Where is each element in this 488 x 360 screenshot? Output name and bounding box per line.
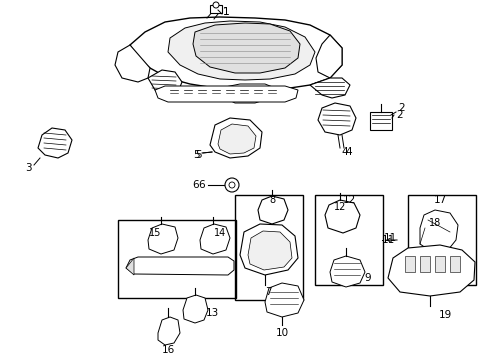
Polygon shape — [258, 196, 287, 224]
Polygon shape — [183, 295, 207, 323]
Polygon shape — [148, 224, 178, 254]
Text: 15: 15 — [148, 228, 161, 238]
Polygon shape — [419, 210, 457, 252]
Text: 2: 2 — [398, 103, 405, 113]
Text: 14: 14 — [213, 228, 225, 238]
Bar — [407, 195, 475, 285]
Text: 5: 5 — [193, 150, 200, 160]
Text: 11: 11 — [383, 233, 396, 243]
Text: 12: 12 — [333, 202, 346, 212]
Polygon shape — [315, 35, 341, 78]
Text: 9: 9 — [364, 273, 370, 283]
Text: 4: 4 — [345, 147, 351, 157]
Text: 3: 3 — [24, 163, 31, 173]
Text: 10: 10 — [275, 328, 288, 338]
Polygon shape — [247, 231, 291, 270]
Bar — [434, 256, 444, 272]
Bar — [209, 5, 222, 13]
Polygon shape — [155, 86, 297, 102]
Circle shape — [224, 178, 239, 192]
Polygon shape — [168, 21, 314, 80]
Text: 6: 6 — [192, 180, 199, 190]
Text: 18: 18 — [428, 218, 440, 228]
Polygon shape — [193, 23, 299, 73]
Polygon shape — [126, 258, 134, 275]
Text: 13: 13 — [205, 308, 218, 318]
Text: 1: 1 — [222, 7, 229, 17]
Polygon shape — [329, 256, 364, 287]
Bar — [314, 195, 382, 285]
Bar — [235, 195, 303, 300]
Polygon shape — [218, 124, 256, 154]
Bar — [118, 220, 236, 298]
Text: 12: 12 — [342, 195, 355, 205]
Text: 16: 16 — [161, 345, 174, 355]
Polygon shape — [126, 257, 234, 275]
Text: 4: 4 — [341, 147, 347, 157]
Bar — [369, 112, 391, 130]
Bar — [449, 256, 459, 272]
Circle shape — [213, 2, 219, 8]
Polygon shape — [115, 45, 150, 82]
Polygon shape — [38, 128, 72, 158]
Polygon shape — [387, 245, 474, 296]
Polygon shape — [317, 103, 355, 135]
Text: 11: 11 — [381, 235, 394, 245]
Polygon shape — [130, 17, 341, 90]
Text: 17: 17 — [432, 195, 446, 205]
Text: 19: 19 — [437, 310, 451, 320]
Text: 7: 7 — [264, 287, 271, 297]
Text: 2: 2 — [396, 110, 403, 120]
Polygon shape — [158, 317, 180, 345]
Circle shape — [228, 182, 235, 188]
Bar — [419, 256, 429, 272]
Text: 6: 6 — [198, 180, 205, 190]
Polygon shape — [200, 224, 229, 254]
Polygon shape — [309, 78, 349, 98]
Polygon shape — [325, 200, 359, 233]
Polygon shape — [220, 84, 274, 103]
Text: 8: 8 — [268, 195, 274, 205]
Polygon shape — [209, 118, 262, 158]
Polygon shape — [264, 283, 304, 317]
Text: 1: 1 — [222, 7, 229, 17]
Text: 5: 5 — [194, 150, 201, 160]
Polygon shape — [240, 224, 297, 275]
Bar — [404, 256, 414, 272]
Polygon shape — [148, 70, 182, 95]
